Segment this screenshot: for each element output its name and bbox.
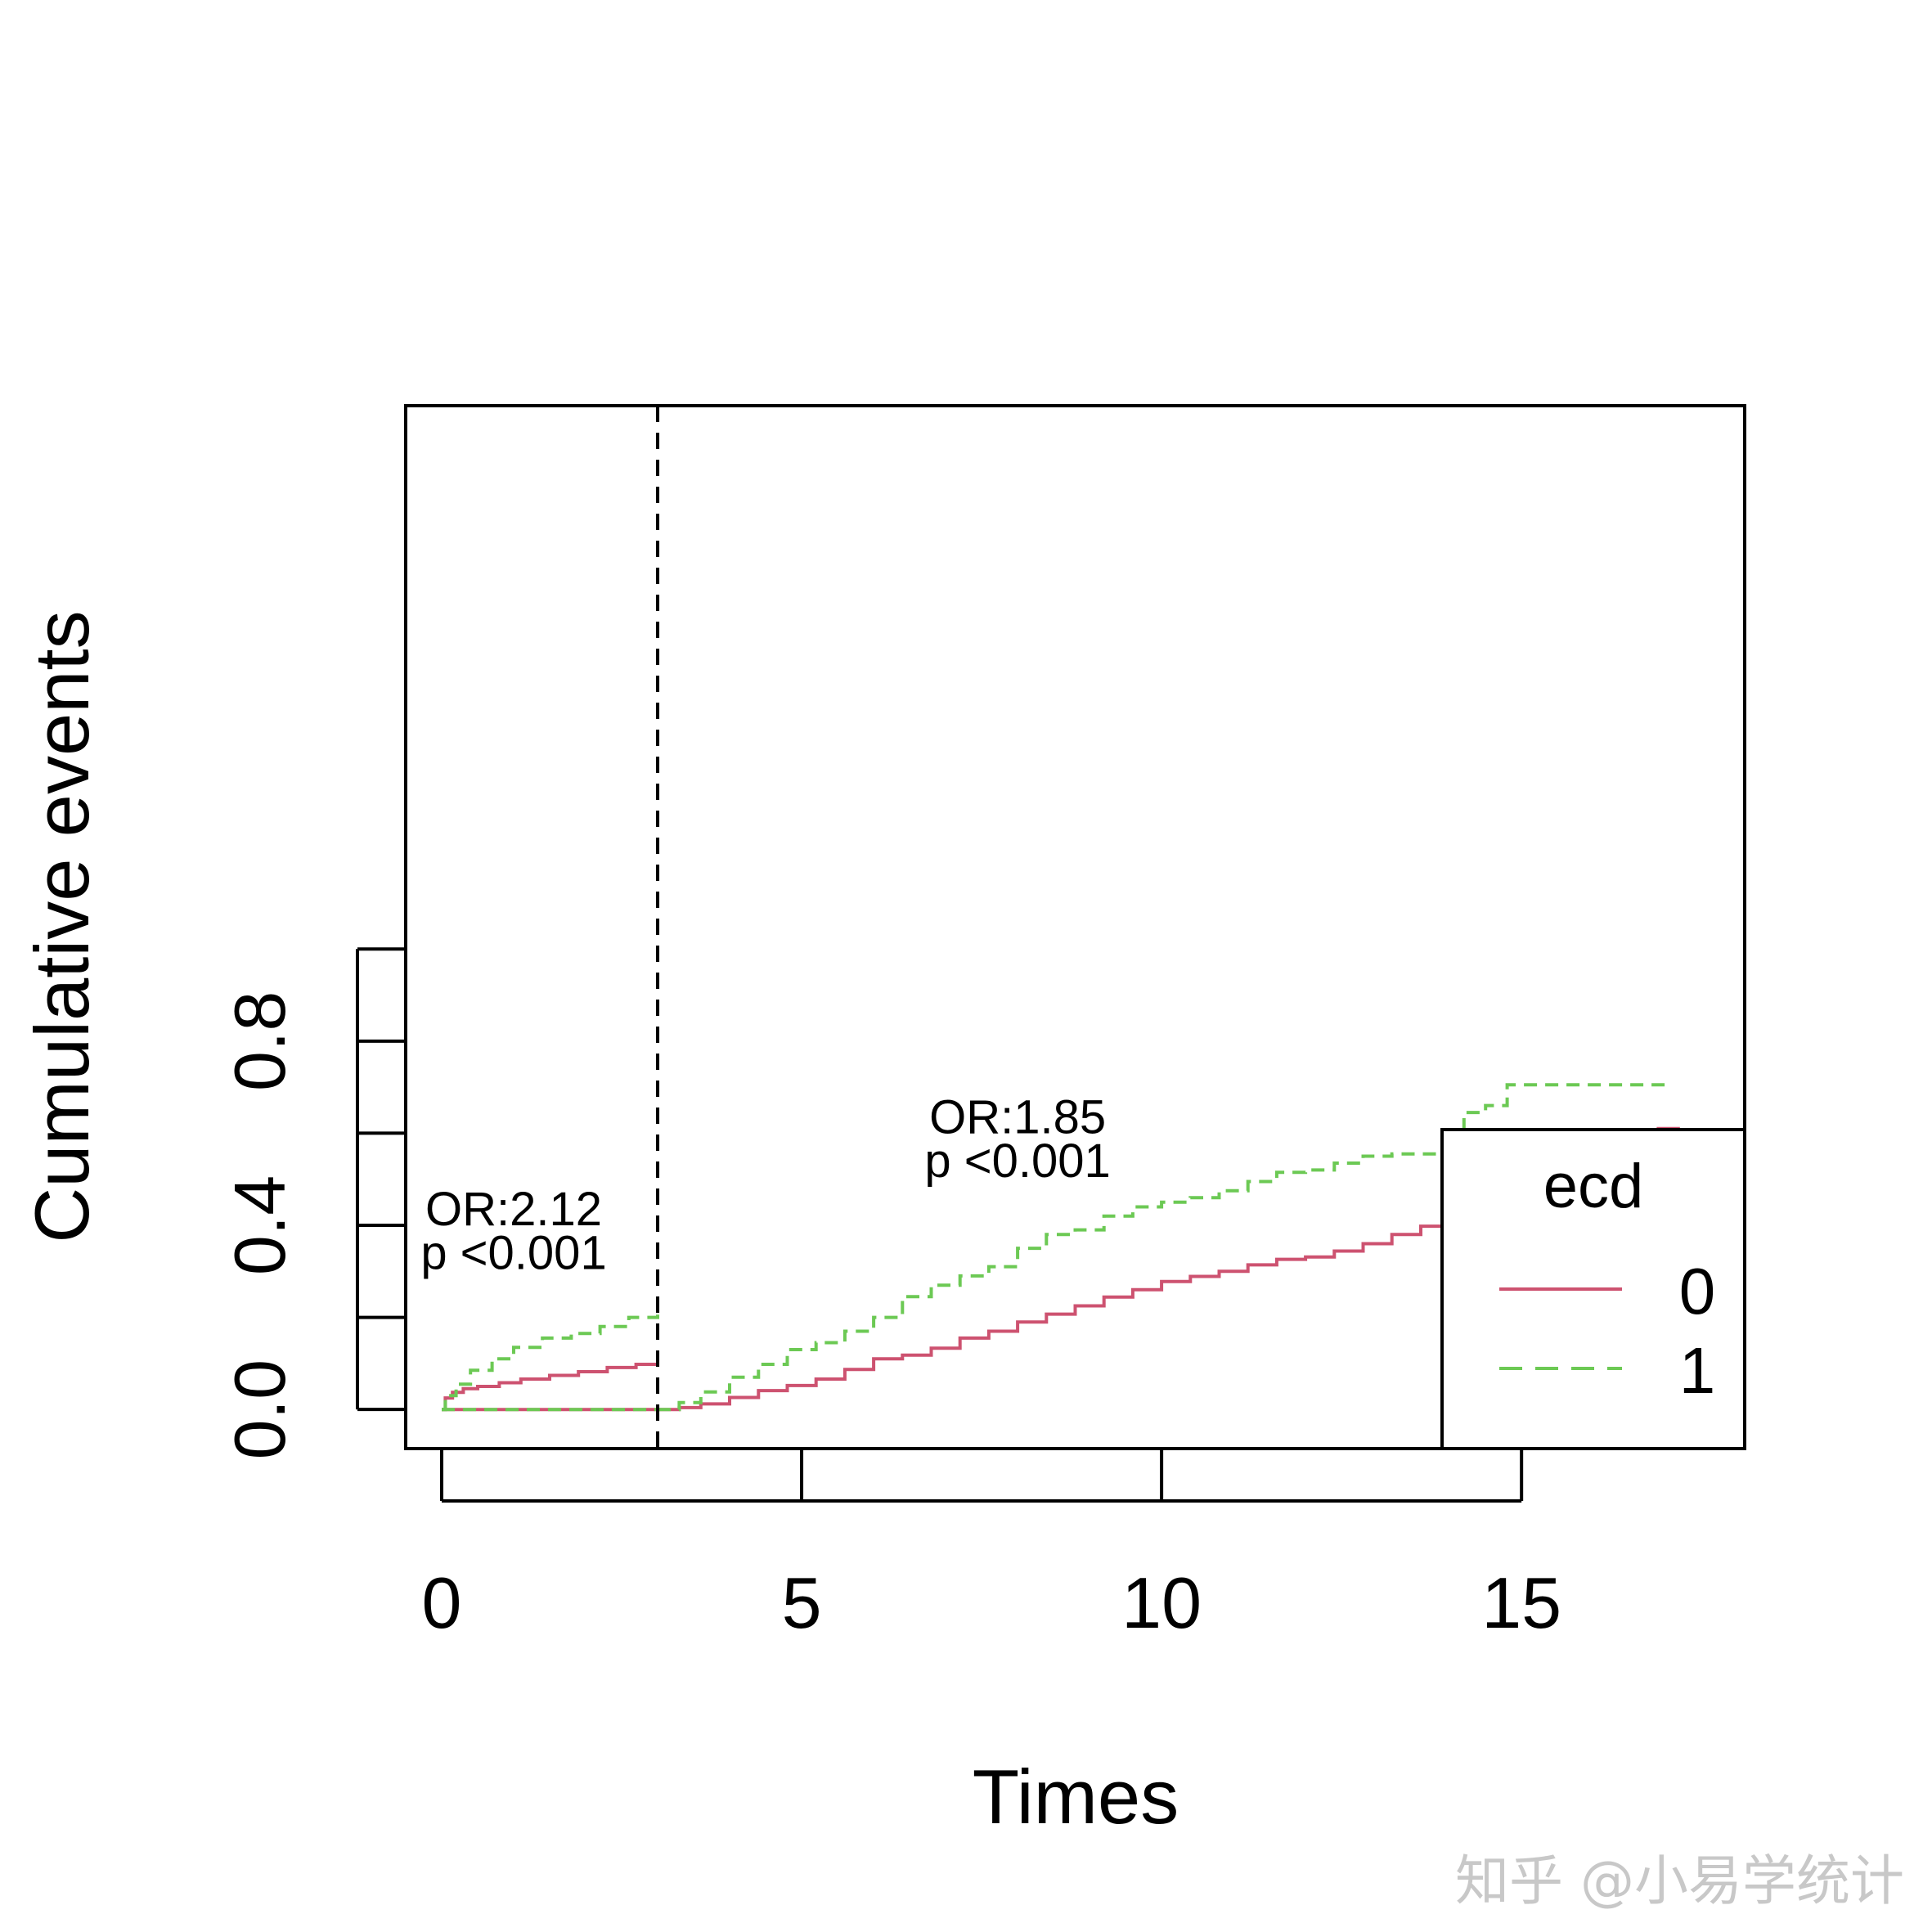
- watermark: 知乎 @小易学统计: [1455, 1849, 1904, 1912]
- legend-label-1: 1: [1679, 1334, 1716, 1407]
- series-layer: [442, 1083, 1680, 1412]
- x-axis-title: Times: [973, 1754, 1179, 1840]
- x-axis: 0 5 10 15: [422, 1449, 1561, 1643]
- x-tick-label: 0: [422, 1562, 462, 1643]
- plot-frame: [404, 404, 1746, 1450]
- x-tick-label: 10: [1121, 1562, 1202, 1643]
- y-axis-title: Cumulative events: [19, 610, 105, 1242]
- annotation-text: OR:1.85: [929, 1090, 1106, 1143]
- y-tick-label: 0.8: [219, 991, 300, 1091]
- legend: ecd 0 1: [1440, 1128, 1746, 1450]
- series-1-line: [658, 1083, 1666, 1412]
- annotation-text: p <0.001: [924, 1134, 1110, 1188]
- series-1-line: [442, 1308, 659, 1412]
- y-tick-label: 0.0: [219, 1359, 300, 1459]
- x-tick-label: 15: [1481, 1562, 1561, 1643]
- legend-title: ecd: [1543, 1152, 1644, 1221]
- legend-label-0: 0: [1679, 1255, 1716, 1328]
- y-tick-label: 0.4: [219, 1175, 300, 1275]
- y-axis: 0.0 0.4 0.8: [219, 947, 406, 1459]
- annotation-text: p <0.001: [420, 1226, 606, 1279]
- annotation-text: OR:2.12: [425, 1183, 602, 1236]
- x-tick-label: 5: [782, 1562, 822, 1643]
